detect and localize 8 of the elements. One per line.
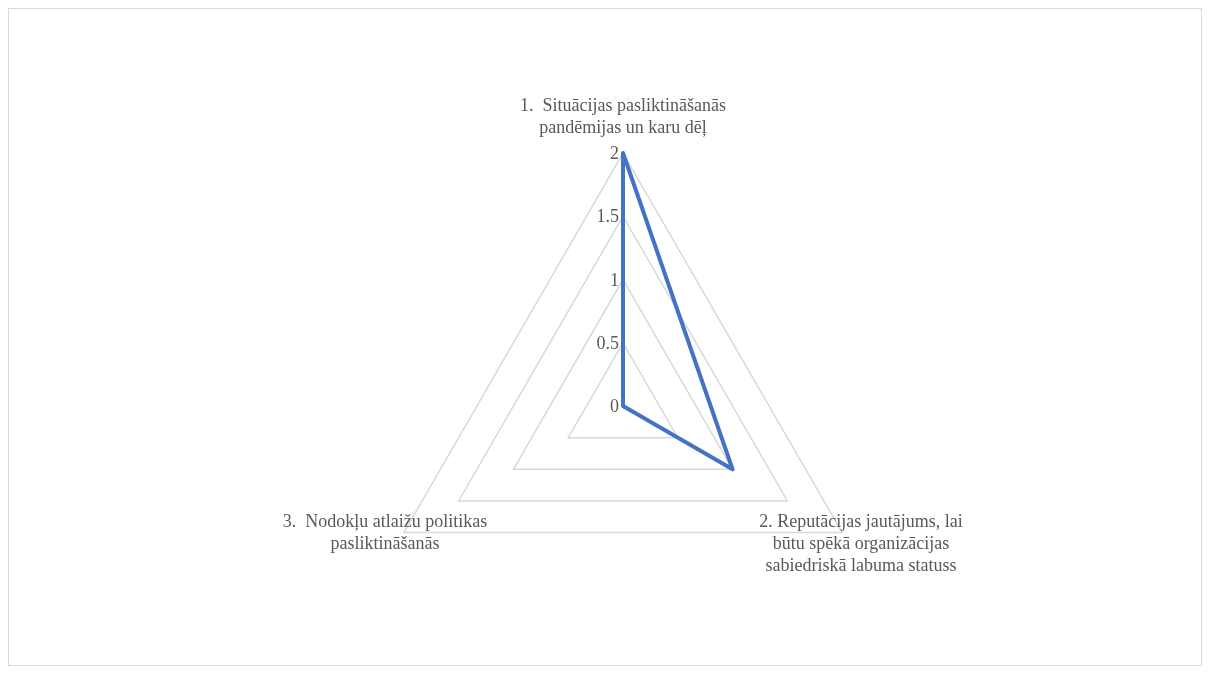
y-tick-label: 1 <box>610 269 619 290</box>
y-tick-label: 1.5 <box>596 206 619 227</box>
y-tick-label: 2 <box>610 143 619 163</box>
spoke-label: 2. Reputācijas jautājums, lai būtu spēkā organizācijas sabiedriskā labuma statuss <box>759 510 963 575</box>
y-tick-label: 0 <box>610 396 619 416</box>
y-tick-label: 0.5 <box>596 332 619 353</box>
spoke-label: 3. Nodokļu atlaižu politikas pasliktināšanās <box>282 510 488 553</box>
spoke-label: 1. Situācijas pasliktināšanās pandēmijas un karu dēļ <box>520 95 726 137</box>
